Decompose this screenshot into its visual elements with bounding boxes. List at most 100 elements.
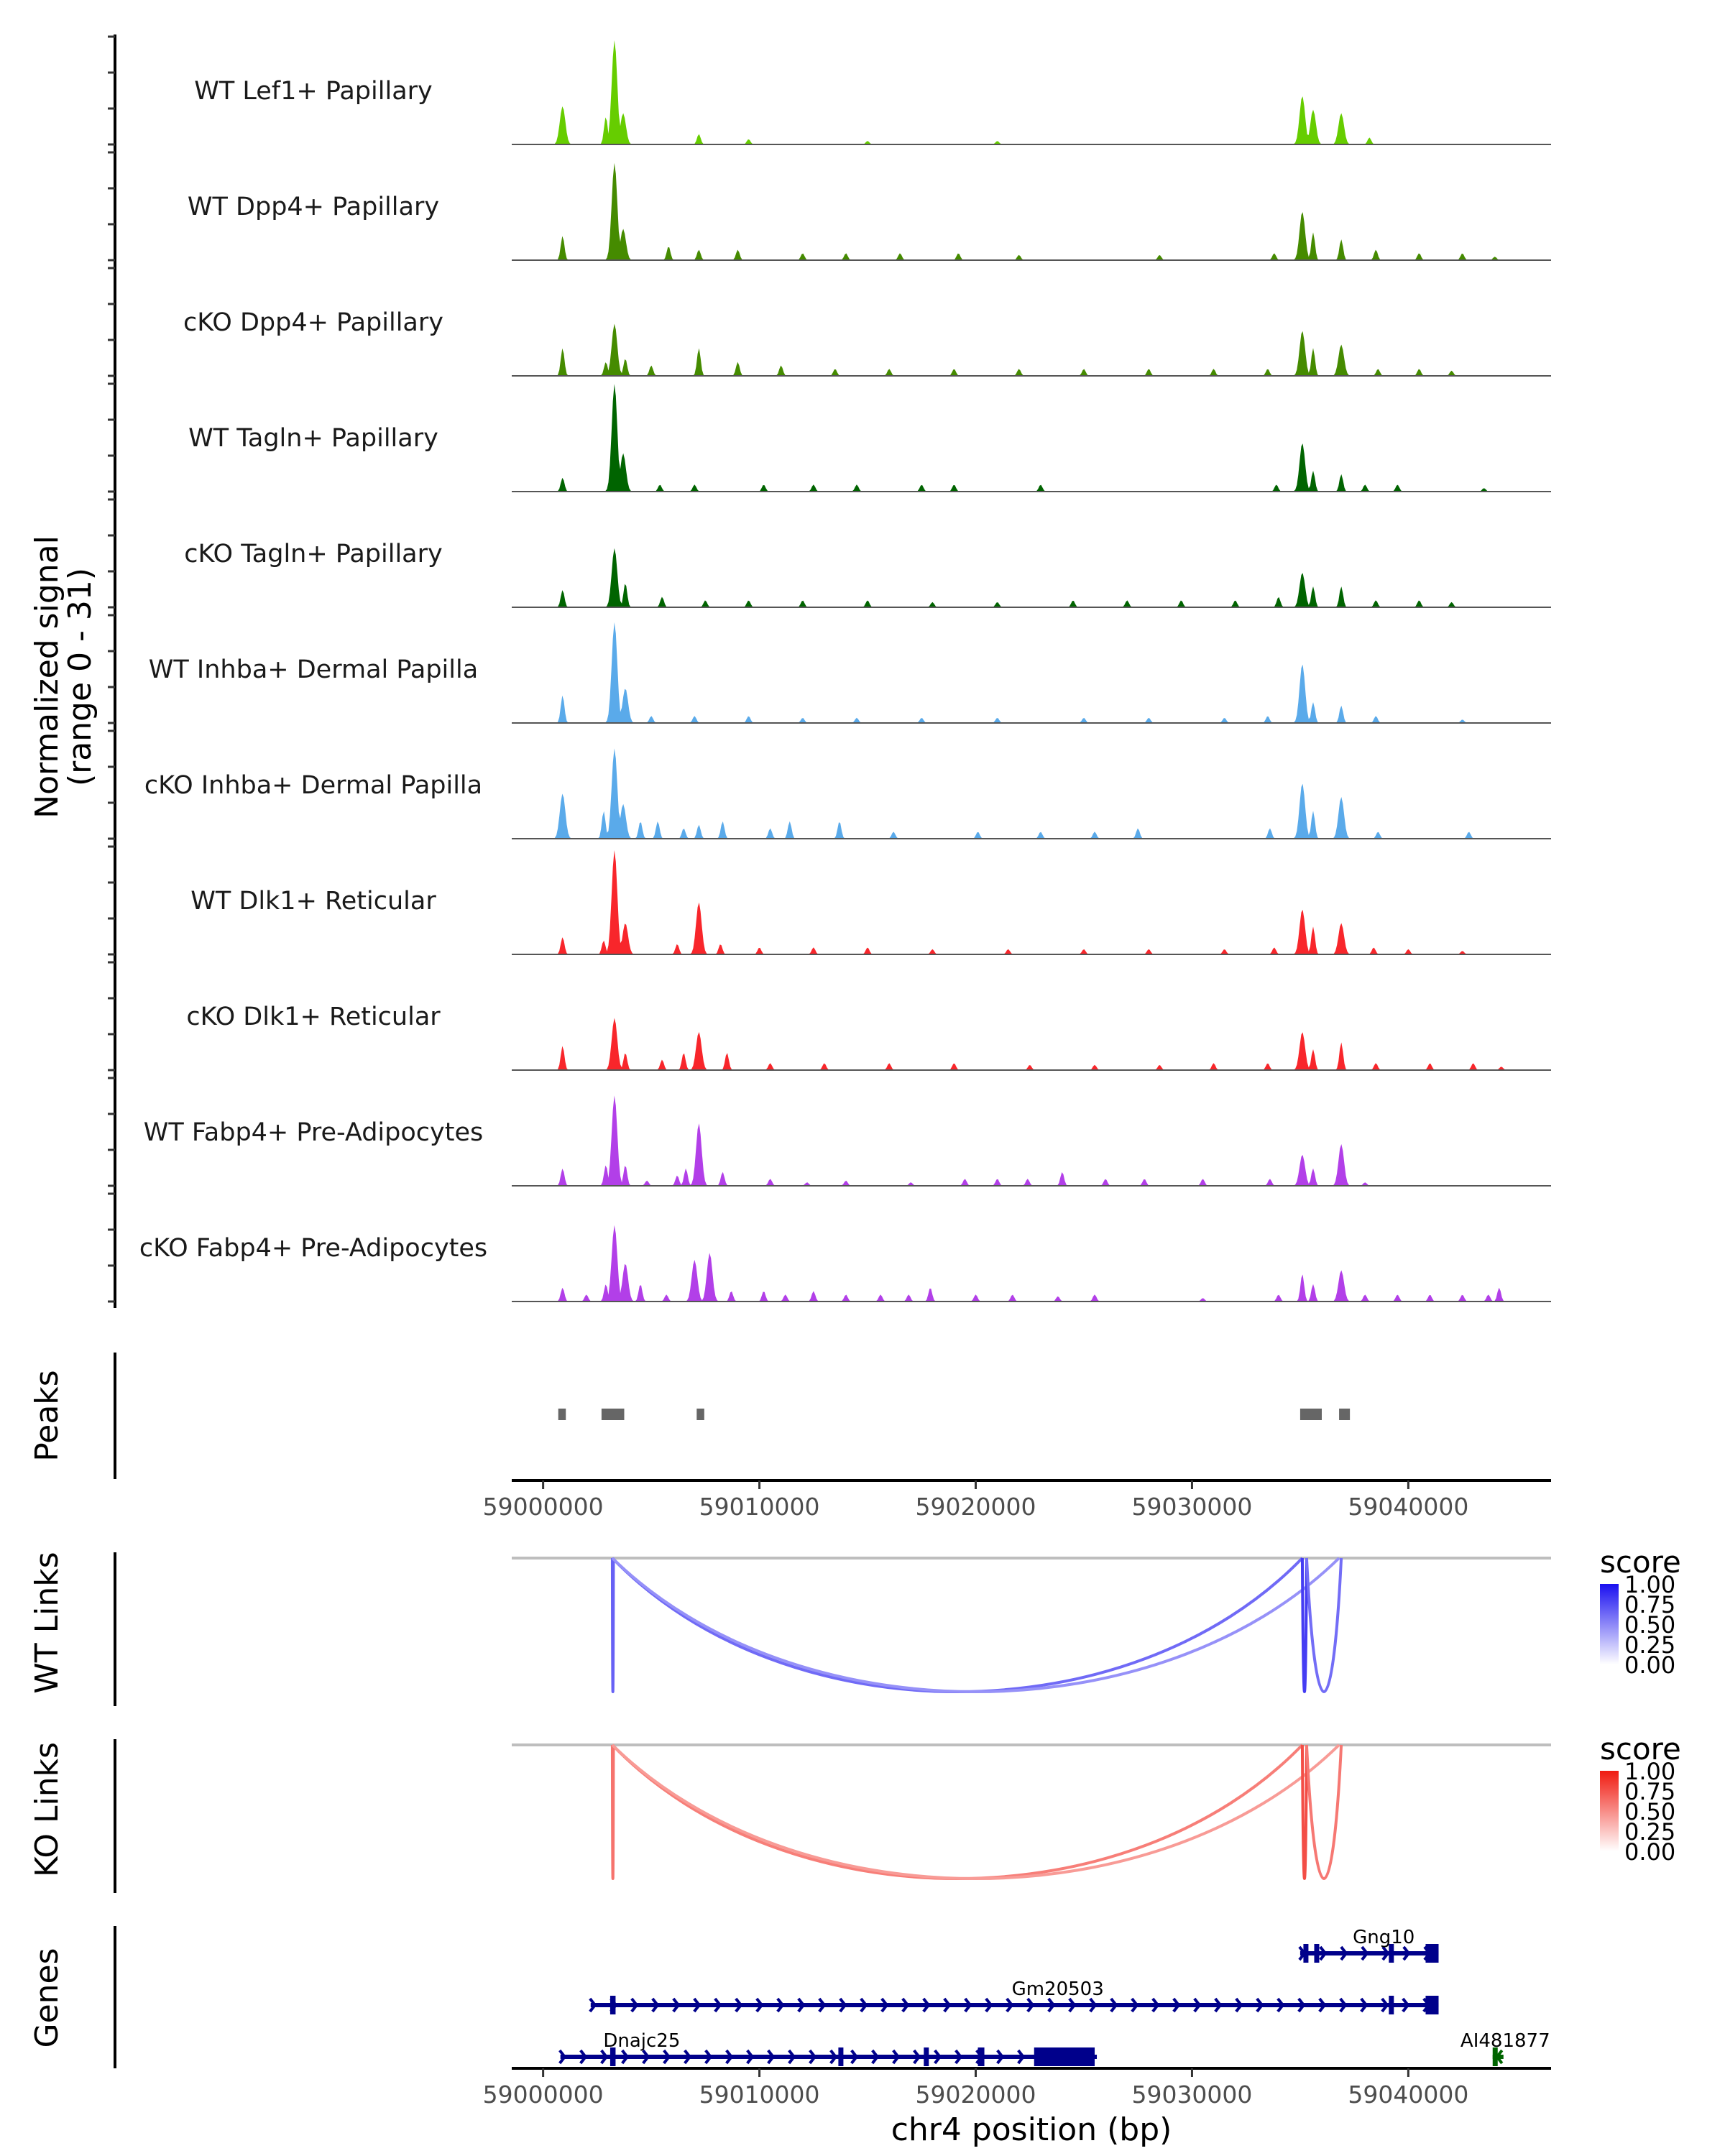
peak-region — [558, 1409, 566, 1420]
strand-arrow — [1319, 1945, 1328, 1961]
strand-arrow — [964, 1997, 972, 2013]
track-label: cKO Fabp4+ Pre-Adipocytes — [139, 1234, 487, 1263]
strand-arrow — [954, 2049, 963, 2065]
coverage-area — [512, 548, 1551, 607]
strand-arrow — [1297, 1997, 1306, 2013]
x-tick-label: 59030000 — [1131, 2081, 1252, 2109]
strand-arrow — [1402, 1997, 1410, 2013]
peak-region — [1300, 1409, 1322, 1420]
peak-region — [1339, 1409, 1351, 1420]
coverage-track: WT Dpp4+ Papillary — [188, 162, 1551, 261]
link-arc — [1300, 1744, 1308, 1880]
strand-arrow — [922, 1997, 931, 2013]
strand-arrow — [1256, 1997, 1264, 2013]
x-tick-label: 59030000 — [1131, 1493, 1252, 1521]
link-arc — [1305, 1557, 1343, 1693]
gene-exon — [1389, 1996, 1394, 2014]
track-label: WT Lef1+ Papillary — [194, 77, 433, 106]
legend-tick-label: 0.50 — [1624, 1798, 1675, 1825]
genes-track: Genes Gng10 Gm20503 Dnajc25 AI481877 590000… — [29, 1926, 1551, 2148]
strand-arrow — [684, 2049, 692, 2065]
strand-arrow — [1017, 2049, 1026, 2065]
peaks-track-label: Peaks — [29, 1370, 65, 1461]
strand-arrow — [913, 2049, 921, 2065]
coverage-track: cKO Dlk1+ Reticular — [186, 1003, 1551, 1071]
peak-region — [601, 1409, 625, 1420]
gene-exon — [1492, 2047, 1498, 2066]
link-arc — [1300, 1557, 1308, 1693]
x-tick-label: 59010000 — [699, 1493, 820, 1521]
peak-region — [696, 1409, 704, 1420]
strand-arrow — [755, 1997, 764, 2013]
gene-label: Gm20503 — [1012, 1978, 1104, 2000]
strand-arrow — [642, 2049, 650, 2065]
legend-tick-label: 0.75 — [1624, 1778, 1675, 1805]
track-label: cKO Tagln+ Papillary — [184, 540, 443, 568]
link-arc — [610, 1744, 615, 1880]
strand-arrow — [818, 1997, 827, 2013]
legend-tick-label: 0.00 — [1624, 1651, 1675, 1679]
link-arc — [1305, 1744, 1343, 1880]
strand-arrow — [1131, 1997, 1139, 2013]
strand-arrow — [1110, 1997, 1118, 2013]
strand-arrow — [788, 2049, 796, 2065]
x-tick-label: 59040000 — [1348, 2081, 1468, 2109]
link-arc — [611, 1557, 1340, 1693]
x-tick-label: 59020000 — [916, 2081, 1036, 2109]
strand-arrow — [1360, 1997, 1368, 2013]
x-axis-title: chr4 position (bp) — [891, 2111, 1172, 2148]
gene-model: Gm20503 — [589, 1978, 1439, 2014]
strand-arrow — [1361, 1945, 1369, 1961]
strand-arrow — [1340, 1945, 1348, 1961]
strand-arrow — [600, 2049, 609, 2065]
strand-arrow — [996, 2049, 1005, 2065]
link-arc — [611, 1743, 1340, 1880]
strand-arrow — [558, 2049, 567, 2065]
strand-arrow — [693, 1997, 702, 2013]
gene-exon — [610, 1996, 616, 2014]
genes-track-label: Genes — [29, 1948, 65, 2047]
strand-arrow — [1193, 1997, 1202, 2013]
strand-arrow — [714, 1997, 722, 2013]
link-arc — [610, 1557, 615, 1693]
track-label: WT Fabp4+ Pre-Adipocytes — [144, 1118, 483, 1147]
strand-arrow — [704, 2049, 713, 2065]
coverage-area — [512, 162, 1551, 260]
strand-arrow — [901, 1997, 910, 2013]
strand-arrow — [672, 1997, 681, 2013]
x-tick-label: 59020000 — [916, 1493, 1036, 1521]
links-track-label: KO Links — [29, 1742, 65, 1877]
legend-tick-label: 0.00 — [1624, 1838, 1675, 1866]
legend-colorbar — [1600, 1771, 1619, 1851]
coverage-area — [512, 40, 1551, 144]
strand-arrow — [651, 1997, 660, 2013]
coverage-track: WT Dlk1+ Reticular — [190, 850, 1551, 955]
gene-exon — [1425, 1996, 1439, 2014]
coverage-track: cKO Inhba+ Dermal Papilla — [144, 748, 1551, 839]
strand-arrow — [735, 1997, 743, 2013]
link-arc — [611, 1557, 1304, 1693]
strand-arrow — [797, 1997, 806, 2013]
legend-tick-label: 1.00 — [1624, 1758, 1675, 1785]
x-tick-label: 59000000 — [483, 1493, 604, 1521]
coverage-track: WT Lef1+ Papillary — [194, 40, 1551, 145]
gene-model: AI481877 — [1460, 2030, 1550, 2066]
legend-title: score — [1600, 1544, 1681, 1580]
strand-arrow — [589, 1997, 597, 2013]
track-label: WT Tagln+ Papillary — [188, 424, 438, 453]
strand-arrow — [767, 2049, 776, 2065]
track-label: cKO Dpp4+ Papillary — [183, 308, 443, 337]
x-tick-label: 59000000 — [483, 2081, 604, 2109]
coverage-track: WT Fabp4+ Pre-Adipocytes — [144, 1095, 1551, 1187]
coverage-ylabel-line1: Normalized signal — [29, 535, 65, 819]
strand-arrow — [839, 1997, 847, 2013]
strand-arrow — [579, 2049, 588, 2065]
strand-arrow — [829, 2049, 838, 2065]
strand-arrow — [850, 2049, 859, 2065]
coverage-area — [512, 323, 1551, 376]
coverage-ylabel-line2: (range 0 - 31) — [62, 568, 98, 786]
strand-arrow — [1381, 1945, 1390, 1961]
strand-arrow — [1402, 1945, 1411, 1961]
track-label: WT Dlk1+ Reticular — [190, 887, 436, 916]
